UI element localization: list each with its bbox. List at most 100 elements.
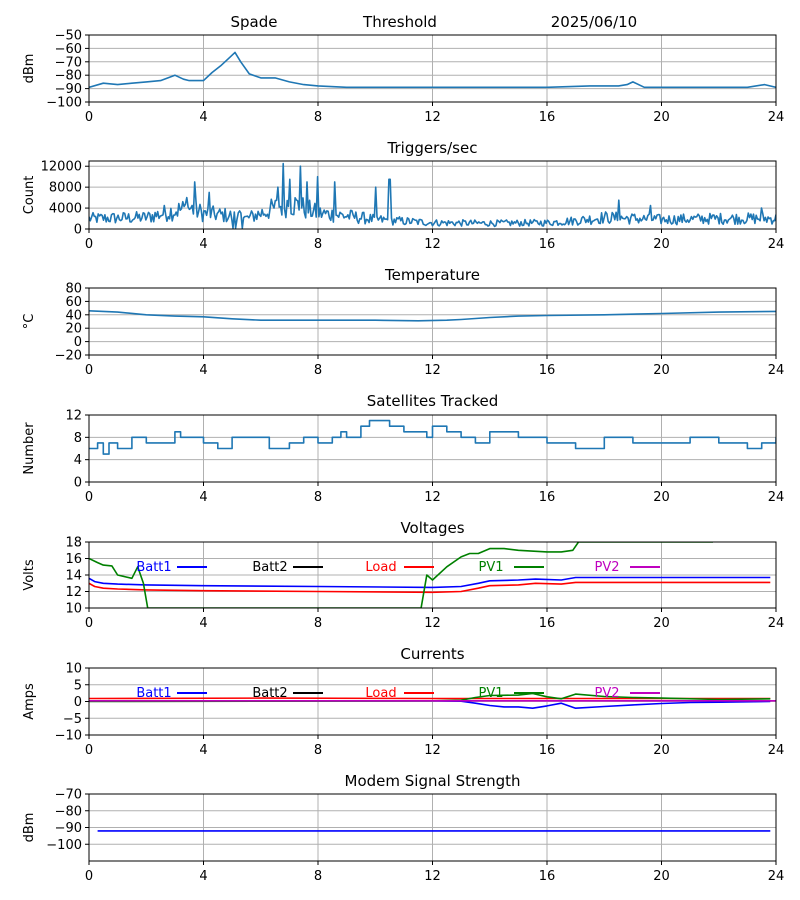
- y-tick-label: −90: [55, 821, 82, 836]
- series-line: [89, 419, 776, 455]
- series-line-pv1: [89, 692, 771, 703]
- panel-triggers: Triggers/sec Count 0 4 8 12 16 20 24 0 4000 8000 120…: [22, 139, 784, 252]
- panel-title: Currents: [400, 645, 464, 663]
- x-tick-label: 8: [314, 490, 322, 505]
- series-line-load: [89, 581, 771, 594]
- x-tick-label: 12: [424, 110, 441, 125]
- legend-label-pv1: PV1: [478, 560, 503, 575]
- panel-title: Temperature: [384, 266, 480, 284]
- y-tick-label: −90: [55, 82, 82, 97]
- y-axis-label: Count: [22, 176, 37, 215]
- x-tick-label: 4: [199, 743, 207, 758]
- x-tick-label: 20: [653, 237, 670, 252]
- panel-title: Triggers/sec: [387, 139, 478, 157]
- x-tick-label: 0: [85, 869, 93, 884]
- x-tick-label: 8: [314, 869, 322, 884]
- y-tick-label: −80: [55, 69, 82, 84]
- y-tick-label: 18: [65, 536, 82, 551]
- mode-label: Threshold: [362, 13, 437, 31]
- x-tick-label: 16: [539, 363, 556, 378]
- x-tick-label: 0: [85, 616, 93, 631]
- y-tick-label: −70: [55, 788, 82, 803]
- x-tick-label: 4: [199, 869, 207, 884]
- plot-frame: [88, 667, 777, 736]
- x-tick-label: 24: [768, 237, 785, 252]
- y-tick-label: 12: [65, 585, 82, 600]
- y-tick-label: 4: [74, 453, 82, 468]
- x-tick-label: 24: [768, 490, 785, 505]
- y-axis-label: Volts: [22, 559, 37, 591]
- x-tick-label: 4: [199, 237, 207, 252]
- y-axis-label: °C: [22, 314, 37, 330]
- y-tick-label: 0: [74, 695, 82, 710]
- x-tick-label: 4: [199, 616, 207, 631]
- series-line: [89, 51, 776, 89]
- x-tick-label: 20: [653, 869, 670, 884]
- legend-label-pv2: PV2: [594, 686, 619, 701]
- x-tick-label: 16: [539, 616, 556, 631]
- y-tick-label: −50: [55, 29, 82, 44]
- series-line-batt1: [89, 576, 771, 589]
- y-tick-label: 8: [74, 431, 82, 446]
- x-tick-label: 16: [539, 110, 556, 125]
- x-tick-label: 12: [424, 237, 441, 252]
- x-tick-label: 24: [768, 110, 785, 125]
- panel-currents: Currents Amps 0 4 8 12 16 20 24 −10 −5 0 510 Batt1 Bat…: [22, 645, 784, 758]
- y-tick-label: −80: [55, 804, 82, 819]
- station-name: Spade: [231, 13, 278, 31]
- y-axis-label: Number: [22, 422, 37, 475]
- legend-label-pv1: PV1: [478, 686, 503, 701]
- x-tick-label: 8: [314, 363, 322, 378]
- y-axis-label: dBm: [22, 54, 37, 84]
- y-tick-label: 14: [65, 569, 82, 584]
- plot-frame: [88, 34, 777, 103]
- y-tick-label: −100: [46, 838, 82, 853]
- x-tick-label: 0: [85, 237, 93, 252]
- plot-frame: [88, 160, 777, 230]
- x-tick-label: 0: [85, 743, 93, 758]
- x-tick-label: 0: [85, 363, 93, 378]
- y-tick-label: −100: [46, 96, 82, 111]
- y-tick-label: 0: [74, 335, 82, 350]
- y-axis-label: Amps: [22, 683, 37, 720]
- y-tick-label: 10: [65, 662, 82, 677]
- x-tick-label: 8: [314, 237, 322, 252]
- x-tick-label: 0: [85, 110, 93, 125]
- plot-frame: [88, 414, 777, 483]
- y-tick-label: 5: [74, 678, 82, 693]
- x-tick-label: 8: [314, 616, 322, 631]
- series-line: [89, 162, 776, 229]
- y-tick-label: 20: [65, 322, 82, 337]
- x-tick-label: 24: [768, 869, 785, 884]
- date-label: 2025/06/10: [551, 13, 637, 31]
- legend-label-batt1: Batt1: [136, 560, 171, 575]
- y-tick-label: 0: [74, 223, 82, 238]
- x-tick-label: 20: [653, 363, 670, 378]
- panel-satellites: Satellites Tracked Number 0 4 8 12 16 20 24 0 4 8 12: [22, 392, 784, 505]
- panel-title: Satellites Tracked: [367, 392, 498, 410]
- y-tick-label: 80: [65, 282, 82, 297]
- y-tick-label: −20: [55, 349, 82, 364]
- x-tick-label: 12: [424, 743, 441, 758]
- y-tick-label: 8000: [49, 181, 82, 196]
- y-tick-label: 10: [65, 602, 82, 617]
- legend-label-load: Load: [365, 686, 396, 701]
- y-tick-label: 12: [65, 409, 82, 424]
- x-tick-label: 0: [85, 490, 93, 505]
- panel-title: Voltages: [400, 519, 464, 537]
- series-line-pv1: [89, 542, 713, 608]
- y-tick-label: 40: [65, 308, 82, 323]
- x-tick-label: 24: [768, 363, 785, 378]
- plot-frame: [88, 793, 777, 862]
- x-tick-label: 16: [539, 869, 556, 884]
- y-tick-label: 16: [65, 552, 82, 567]
- panel-title: Modem Signal Strength: [345, 772, 521, 790]
- x-tick-label: 20: [653, 490, 670, 505]
- legend-label-batt2: Batt2: [252, 686, 287, 701]
- x-tick-label: 24: [768, 743, 785, 758]
- x-tick-label: 8: [314, 110, 322, 125]
- y-tick-label: 4000: [49, 202, 82, 217]
